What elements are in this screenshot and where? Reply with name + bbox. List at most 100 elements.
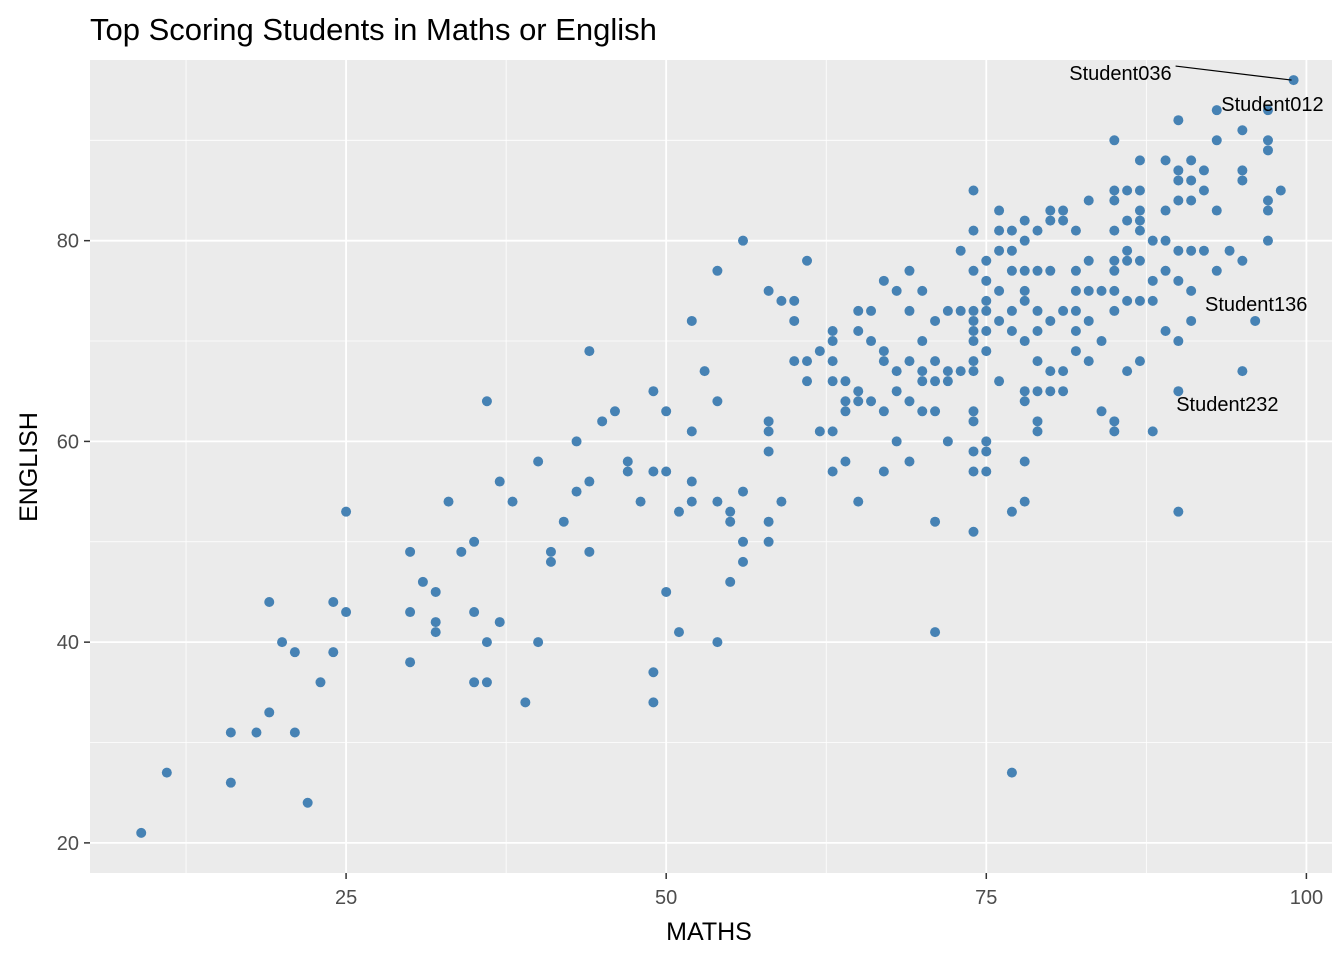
data-point <box>1134 225 1145 236</box>
data-point <box>827 326 838 336</box>
data-point <box>853 386 864 397</box>
data-point <box>1019 456 1030 467</box>
data-point <box>981 436 992 447</box>
data-point <box>891 366 902 377</box>
data-point <box>853 326 864 336</box>
data-point <box>1109 305 1120 316</box>
data-point <box>456 546 467 557</box>
data-point <box>686 426 697 437</box>
data-point <box>1160 326 1171 336</box>
data-point <box>840 406 851 417</box>
data-point <box>789 295 800 306</box>
data-point <box>1019 295 1030 306</box>
data-point <box>1045 366 1056 377</box>
data-point <box>661 586 672 597</box>
data-point <box>661 466 672 477</box>
data-point <box>609 406 620 417</box>
data-point <box>1198 245 1209 256</box>
data-point <box>904 305 915 316</box>
data-point <box>1109 426 1120 437</box>
data-point <box>1173 275 1184 286</box>
point-label: Student232 <box>1176 394 1278 416</box>
data-point <box>725 576 736 587</box>
data-point <box>738 486 749 497</box>
data-point <box>1032 356 1043 367</box>
data-point <box>520 697 531 708</box>
data-point <box>1006 245 1017 256</box>
data-point <box>264 707 275 718</box>
data-point <box>1058 366 1069 377</box>
data-point <box>328 647 339 658</box>
data-point <box>469 607 480 618</box>
data-point <box>955 305 966 316</box>
data-point <box>981 326 992 336</box>
data-point <box>251 727 262 738</box>
data-point <box>712 265 723 276</box>
data-point <box>968 416 979 427</box>
data-point <box>968 225 979 236</box>
data-point <box>1109 255 1120 266</box>
data-point <box>1250 315 1261 326</box>
data-point <box>763 426 774 437</box>
data-point <box>878 406 889 417</box>
data-point <box>878 356 889 367</box>
y-tick-label: 80 <box>57 231 79 253</box>
data-point <box>1032 386 1043 397</box>
data-point <box>930 516 941 527</box>
data-point <box>789 315 800 326</box>
data-point <box>1109 265 1120 276</box>
data-point <box>545 546 556 557</box>
data-point <box>1262 145 1273 156</box>
data-point <box>1045 386 1056 397</box>
data-point <box>840 376 851 387</box>
data-point <box>930 376 941 387</box>
data-point <box>289 647 300 658</box>
data-point <box>1186 195 1197 206</box>
data-point <box>827 466 838 477</box>
data-point <box>1288 75 1299 86</box>
data-point <box>661 406 672 417</box>
data-point <box>930 315 941 326</box>
data-point <box>494 476 505 487</box>
data-point <box>430 586 441 597</box>
label-connector <box>1175 65 1292 81</box>
data-point <box>1211 105 1222 116</box>
data-point <box>853 496 864 507</box>
data-point <box>1173 175 1184 186</box>
data-point <box>827 336 838 347</box>
data-point <box>1019 386 1030 397</box>
x-tick-label: 25 <box>335 887 357 909</box>
data-point <box>1186 155 1197 166</box>
data-point <box>622 466 633 477</box>
data-point <box>878 466 889 477</box>
data-point <box>1096 406 1107 417</box>
data-point <box>1237 175 1248 186</box>
data-point <box>1147 295 1158 306</box>
data-point <box>225 727 236 738</box>
data-point <box>763 516 774 527</box>
data-point <box>942 376 953 387</box>
data-point <box>1211 205 1222 216</box>
x-tick-label: 75 <box>975 887 997 909</box>
data-point <box>827 376 838 387</box>
data-point <box>1019 336 1030 347</box>
data-point <box>1134 295 1145 306</box>
data-point <box>686 315 697 326</box>
y-axis-ticks: 20 40 60 80 <box>57 231 90 855</box>
data-point <box>1006 767 1017 778</box>
data-point <box>545 556 556 567</box>
data-point <box>968 336 979 347</box>
data-point <box>405 546 416 557</box>
data-point <box>622 456 633 467</box>
data-point <box>1058 386 1069 397</box>
data-point <box>1173 195 1184 206</box>
data-point <box>1160 235 1171 246</box>
data-point <box>1109 416 1120 427</box>
data-point <box>533 456 544 467</box>
data-point <box>802 356 813 367</box>
data-point <box>981 346 992 357</box>
data-point <box>968 366 979 377</box>
data-point <box>1083 356 1094 367</box>
data-point <box>1070 305 1081 316</box>
